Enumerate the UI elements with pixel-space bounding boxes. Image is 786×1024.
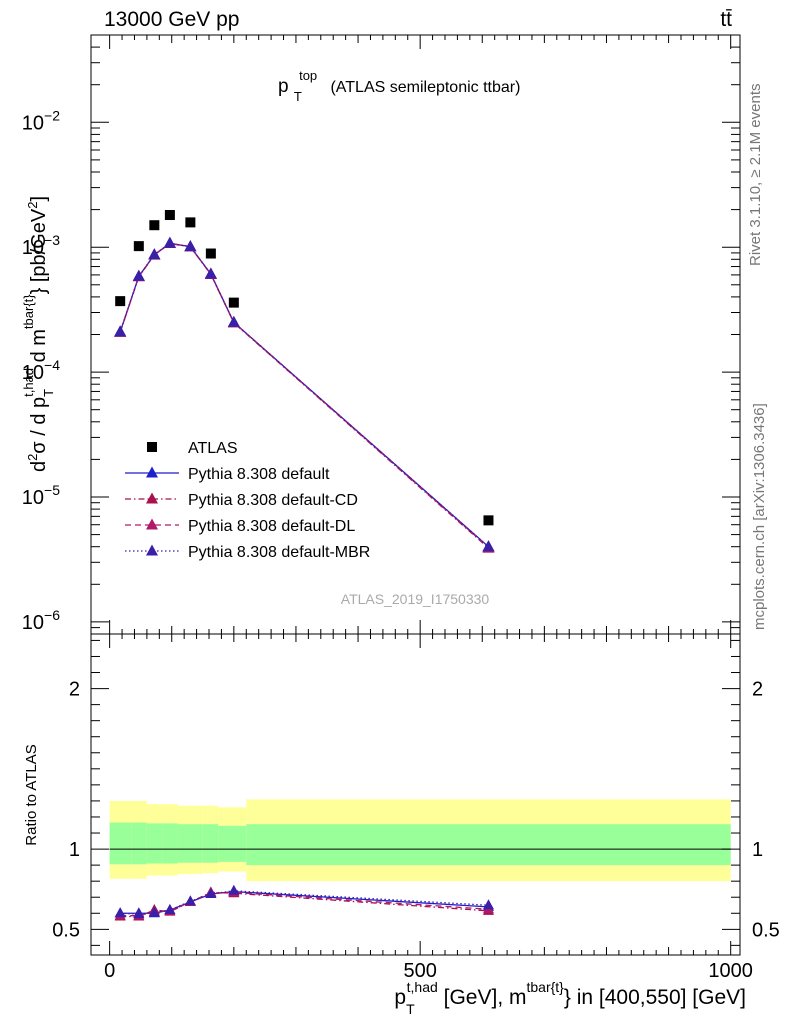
y-tick-label: 10−3	[22, 232, 60, 259]
ratio-bands	[109, 799, 731, 882]
band-inner	[146, 823, 163, 864]
data-point-atlas	[228, 297, 239, 308]
point-mbr	[204, 267, 217, 279]
legend-label: Pythia 8.308 default	[188, 466, 330, 483]
legend-label: Pythia 8.308 default-DL	[188, 518, 355, 535]
legend-label: Pythia 8.308 default-MBR	[188, 544, 370, 561]
ratio-y-tick-label-right: 2	[752, 679, 763, 701]
legend-item-dl: Pythia 8.308 default-DL	[125, 518, 355, 535]
ratio-line-mbr	[120, 890, 489, 915]
ratio-ylabel: Ratio to ATLAS	[23, 744, 40, 845]
point-mbr	[148, 248, 161, 260]
legend-marker-triangle	[146, 492, 158, 504]
x-tick-label: 500	[403, 960, 436, 982]
point-mbr	[163, 236, 176, 248]
title-sub: T	[294, 89, 302, 104]
data-point-atlas	[133, 241, 144, 252]
main-series	[114, 210, 495, 553]
ratio-point-mbr	[148, 906, 160, 917]
ratio-y-tick-label: 2	[69, 679, 80, 701]
ratio-point-mbr	[482, 899, 494, 910]
ratio-y-tick-label-right: 1	[752, 839, 763, 861]
main-ylabel: d2σ / d pTt,had d mtbar{t}} [pb/GeV2]	[21, 196, 56, 472]
point-mbr	[227, 315, 240, 327]
legend-item-default: Pythia 8.308 default	[125, 466, 330, 483]
x-tick-label: 1000	[708, 960, 753, 982]
y-tick-label: 10−5	[22, 482, 60, 509]
ratio-lines	[114, 884, 494, 921]
band-inner	[218, 825, 247, 862]
x-axis-label: pTt,had [GeV], mtbar{t}} in [400,550] [G…	[394, 979, 746, 1017]
legend-item-mbr: Pythia 8.308 default-MBR	[125, 544, 370, 561]
data-point-atlas	[483, 515, 494, 526]
data-point-atlas	[115, 296, 126, 307]
title-rest: (ATLAS semileptonic ttbar)	[330, 79, 520, 96]
ratio-frame	[90, 633, 741, 956]
y-tick-label: 10−6	[22, 607, 60, 634]
legend-item-cd: Pythia 8.308 default-CD	[125, 492, 358, 509]
ratio-y-tick-label: 1	[69, 839, 80, 861]
legend-marker-square	[147, 442, 157, 452]
ratio-y-tick-label-right: 0.5	[752, 919, 780, 941]
axes: 0 500 1000 10−2 10−3 10−4 10−5 10−6 0.5 0.5 1 1 2 2	[22, 34, 780, 982]
analysis-id: ATLAS_2019_I1750330	[341, 591, 490, 607]
ratio-y-tick-label: 0.5	[52, 919, 80, 941]
data-point-atlas	[205, 248, 216, 259]
title-main: p	[278, 76, 289, 97]
point-mbr	[184, 240, 197, 252]
data-point-atlas	[149, 220, 160, 231]
data-point-atlas	[164, 210, 175, 221]
point-mbr	[132, 269, 145, 281]
source-label: mcplots.cern.ch [arXiv:1306.3436]	[751, 403, 768, 630]
line-mbr	[119, 242, 489, 548]
band-inner	[109, 822, 132, 865]
legend-label: Pythia 8.308 default-CD	[188, 492, 358, 509]
legend-label: ATLAS	[188, 440, 238, 457]
band-inner	[131, 822, 147, 865]
point-mbr	[114, 325, 127, 337]
ratio-point-mbr	[184, 895, 196, 906]
data-point-atlas	[185, 217, 196, 228]
legend-marker-triangle	[146, 518, 158, 530]
x-tick-label: 0	[104, 960, 115, 982]
plot-title: p T top (ATLAS semileptonic ttbar)	[278, 64, 520, 106]
process-label: tt̄	[720, 8, 732, 31]
title-sup: top	[299, 68, 317, 83]
band-inner	[202, 824, 219, 863]
legend-marker-triangle	[146, 544, 158, 556]
ratio-point-mbr	[205, 888, 217, 899]
point-mbr	[482, 540, 495, 552]
y-tick-label: 10−4	[22, 357, 60, 384]
energy-label: 13000 GeV pp	[104, 8, 239, 31]
ratio-point-mbr	[164, 904, 176, 915]
band-inner	[177, 824, 203, 863]
legend-item-data: ATLAS	[147, 440, 238, 457]
legend: ATLAS Pythia 8.308 default Pythia 8.308 de…	[125, 440, 370, 561]
band-inner	[162, 823, 178, 864]
rivet-label: Rivet 3.1.10, ≥ 2.1M events	[747, 84, 764, 267]
ratio-point-mbr	[114, 907, 126, 918]
ratio-point-mbr	[228, 884, 240, 895]
band-inner	[246, 824, 731, 866]
legend-marker-triangle	[146, 466, 158, 478]
ratio-point-mbr	[133, 908, 145, 919]
y-tick-label: 10−2	[22, 107, 60, 134]
